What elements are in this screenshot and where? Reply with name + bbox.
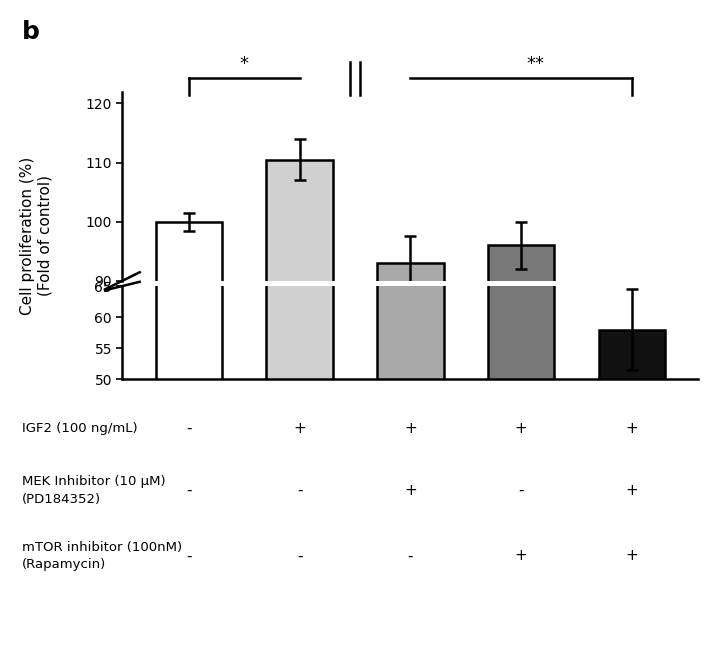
Bar: [377, 263, 444, 654]
Text: -: -: [186, 483, 192, 498]
Text: -: -: [297, 549, 302, 563]
Text: +: +: [626, 421, 639, 436]
Text: b: b: [22, 20, 40, 44]
Text: +: +: [404, 421, 417, 436]
Text: -: -: [186, 549, 192, 563]
Bar: [599, 330, 665, 654]
Bar: [488, 245, 554, 654]
Text: -: -: [297, 483, 302, 498]
Text: -: -: [408, 549, 413, 563]
Bar: [599, 470, 665, 654]
Text: IGF2 (100 ng/mL): IGF2 (100 ng/mL): [22, 422, 138, 435]
Text: +: +: [626, 483, 639, 498]
Text: +: +: [404, 483, 417, 498]
Bar: [266, 160, 333, 654]
Bar: [156, 222, 222, 654]
Bar: [377, 112, 444, 654]
Text: +: +: [515, 549, 528, 563]
Text: **: **: [526, 55, 544, 73]
Text: +: +: [626, 549, 639, 563]
Bar: [156, 68, 222, 654]
Text: MEK Inhibitor (10 μM)
(PD184352): MEK Inhibitor (10 μM) (PD184352): [22, 475, 165, 506]
Text: -: -: [186, 421, 192, 436]
Text: -: -: [518, 483, 524, 498]
Bar: [266, 3, 333, 654]
Text: +: +: [515, 421, 528, 436]
Text: mTOR inhibitor (100nM)
(Rapamycin): mTOR inhibitor (100nM) (Rapamycin): [22, 541, 181, 571]
Text: Cell proliferation (%)
(Fold of control): Cell proliferation (%) (Fold of control): [19, 156, 53, 315]
Bar: [488, 93, 554, 654]
Text: +: +: [293, 421, 306, 436]
Text: *: *: [240, 55, 248, 73]
